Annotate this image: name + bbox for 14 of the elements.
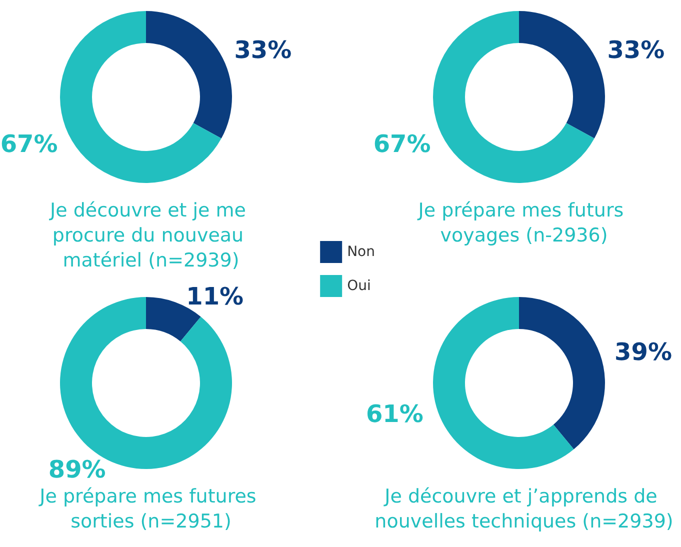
data-label: 61% bbox=[366, 400, 424, 428]
data-label: 33% bbox=[234, 36, 292, 64]
legend-label: Non bbox=[347, 244, 376, 260]
data-label: 67% bbox=[373, 130, 431, 158]
data-label: 33% bbox=[607, 36, 665, 64]
legend-label: Oui bbox=[347, 278, 371, 294]
text: Je prépare mes futurs voyages (n-2936) bbox=[417, 200, 630, 246]
data-label: 67% bbox=[0, 130, 58, 158]
data-label: 11% bbox=[186, 282, 244, 310]
text: Je prépare mes futures sorties (n=2951) bbox=[38, 486, 262, 532]
text: Je découvre et je me procure du nouveau matériel (n=2939) bbox=[49, 200, 252, 272]
data-label: 39% bbox=[614, 338, 672, 366]
data-label: 89% bbox=[48, 456, 106, 484]
text: Je découvre et j’apprends de nouvelles techniques (n=2939) bbox=[374, 486, 674, 532]
